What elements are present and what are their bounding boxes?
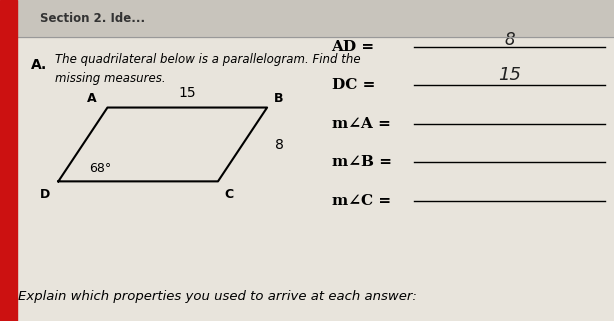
Text: 8: 8 [504,31,515,49]
Text: 8: 8 [275,138,284,152]
Text: m∠B =: m∠B = [332,155,392,169]
Text: missing measures.: missing measures. [55,72,166,85]
Text: C: C [225,188,233,201]
Text: 15: 15 [179,86,196,100]
Text: B: B [273,92,283,105]
Text: DC =: DC = [332,78,375,92]
Text: A: A [87,92,97,105]
Text: The quadrilateral below is a parallelogram. Find the: The quadrilateral below is a parallelogr… [55,53,361,66]
Text: m∠A =: m∠A = [332,117,391,131]
Text: Section 2. Ide...: Section 2. Ide... [40,12,145,25]
Bar [17,0,614,37]
Text: AD =: AD = [332,39,375,54]
Text: 68°: 68° [89,162,111,175]
Text: D: D [40,188,50,201]
Text: 15: 15 [498,66,521,84]
Bar [0,0,17,321]
Text: m∠C =: m∠C = [332,194,391,208]
Text: A.: A. [31,58,47,72]
Text: Explain which properties you used to arrive at each answer:: Explain which properties you used to arr… [18,291,418,303]
